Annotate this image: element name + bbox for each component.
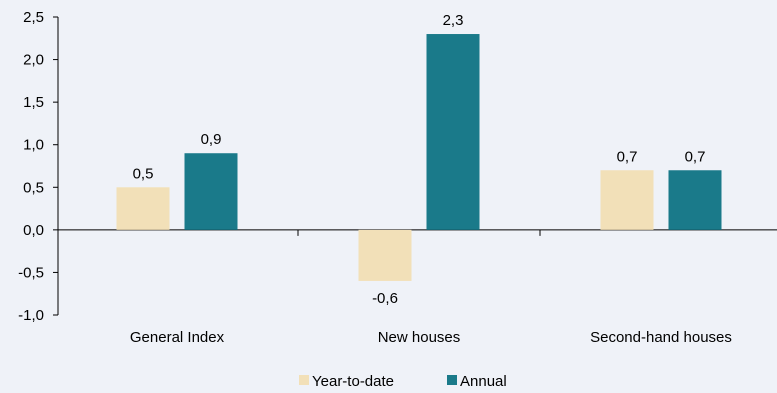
category-label: General Index [130,329,225,346]
category-label: Second-hand houses [590,329,732,346]
bar-annual-2 [668,170,722,230]
data-label: 2,3 [443,12,464,29]
bar-year-to-date-2 [600,170,654,230]
data-label: 0,7 [617,148,638,165]
legend-label: Annual [460,373,507,390]
legend-label: Year-to-date [312,373,394,390]
y-tick-label: 2,0 [23,52,44,69]
y-tick-label: 0,0 [23,222,44,239]
data-label: 0,5 [133,165,154,182]
data-label: 0,7 [685,148,706,165]
data-label: 0,9 [201,131,222,148]
data-labels: 0,5 0,9 -0,6 2,3 0,7 0,7 [133,12,706,307]
category-label: New houses [378,329,461,346]
bar-annual-0 [184,153,238,230]
category-labels: General Index New houses Second-hand house… [130,329,732,346]
y-axis: 2,5 2,0 1,5 1,0 0,5 0,0 -0,5 -1,0 [18,9,59,324]
legend-swatch [447,375,457,385]
legend-swatch [299,375,309,385]
bar-year-to-date-0 [116,187,170,230]
x-axis [58,229,777,236]
y-tick-label: 0,5 [23,179,44,196]
y-tick-label: 2,5 [23,9,44,26]
data-label: -0,6 [372,290,398,307]
y-tick-label: -1,0 [18,307,44,324]
y-tick-label: 1,0 [23,137,44,154]
legend: Year-to-date Annual [299,373,507,390]
bar-year-to-date-1 [358,229,412,281]
bar-annual-1 [426,34,480,230]
bars [116,34,722,281]
y-tick-label: -0,5 [18,264,44,281]
y-tick-label: 1,5 [23,94,44,111]
